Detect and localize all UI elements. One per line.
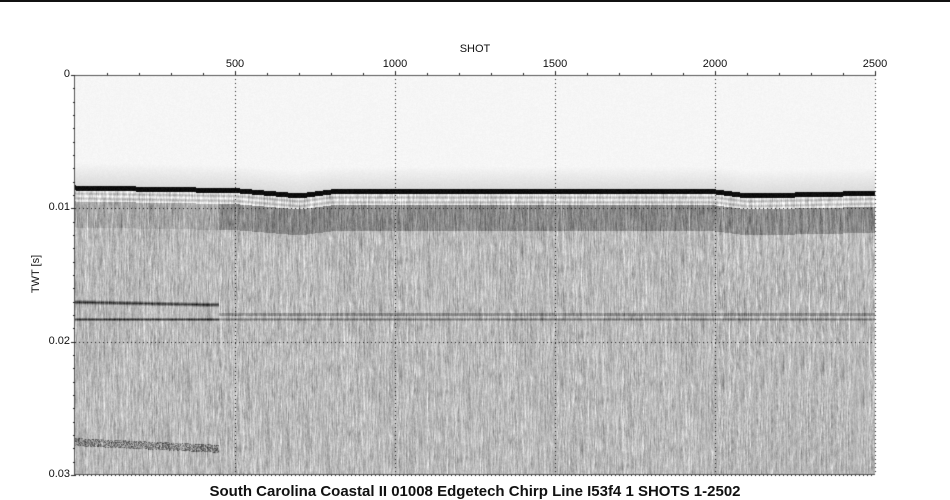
y-tick-label: 0.03 bbox=[48, 468, 70, 480]
x-tick-label: 2000 bbox=[702, 58, 728, 70]
x-tick-label: 2500 bbox=[862, 58, 888, 70]
y-tick-label: 0.01 bbox=[48, 201, 70, 214]
x-axis-label: SHOT bbox=[459, 43, 491, 55]
x-tick-label: 500 bbox=[225, 58, 245, 70]
y-tick-label: 0.02 bbox=[48, 334, 70, 347]
x-tick-label: 1500 bbox=[542, 58, 568, 70]
x-tick-label: 1000 bbox=[382, 58, 408, 70]
y-tick-label: 0 bbox=[63, 68, 70, 80]
y-axis-label: TWT [s] bbox=[30, 254, 42, 294]
chart-title: South Carolina Coastal II 01008 Edgetech… bbox=[209, 483, 741, 500]
